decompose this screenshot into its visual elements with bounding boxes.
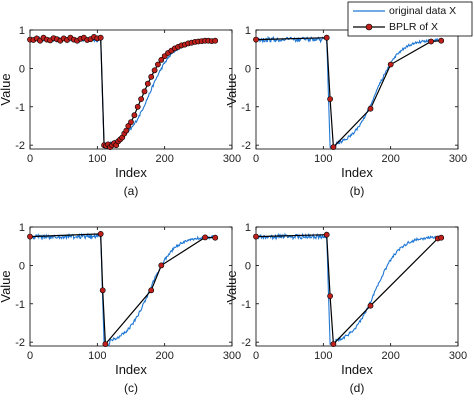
y-axis-label: Value [0, 270, 13, 302]
bplr-point [27, 233, 33, 240]
bplr-point [125, 123, 132, 129]
bplr-point [158, 262, 165, 269]
chart-panel-1: 0 100 200 300 -2 -1 0 1 Index Value (a) [0, 25, 241, 198]
bplr-point [327, 96, 333, 102]
chart-panel-3: 0 100 200 300 -2 -1 0 1 Index Value (c) [0, 222, 241, 395]
bplr-point [323, 231, 330, 238]
y-tick-label: 0 [245, 63, 251, 75]
series-line-bplr [30, 233, 216, 346]
y-tick-label: 1 [19, 222, 25, 234]
legend-marker-bplr [365, 23, 373, 31]
plot-area [255, 226, 459, 347]
x-tick-label: 100 [88, 350, 106, 362]
y-tick-label: -2 [15, 140, 25, 152]
bplr-point [131, 112, 138, 119]
series-line-bplr [256, 37, 442, 149]
y-tick-label: -2 [241, 337, 251, 349]
x-tick-label: 100 [88, 153, 106, 165]
bplr-point [151, 67, 158, 74]
x-tick-label: 200 [381, 350, 399, 362]
y-tick-label: 0 [245, 260, 251, 272]
bplr-point [102, 341, 109, 347]
y-tick-label: -1 [15, 102, 25, 114]
y-tick-label: 1 [245, 222, 251, 234]
plot-area [255, 29, 459, 150]
bplr-point [253, 36, 259, 43]
y-tick-label: -1 [241, 102, 251, 114]
x-tick-label: 0 [253, 350, 259, 362]
plot-area [29, 226, 233, 347]
bplr-point [148, 73, 155, 80]
x-axis-label: Index [115, 362, 147, 377]
bplr-point [134, 103, 141, 110]
x-axis-label: Index [341, 362, 373, 377]
x-tick-label: 300 [223, 350, 241, 362]
bplr-point [387, 61, 394, 68]
legend: original data X BPLR of X [347, 1, 473, 37]
x-tick-label: 200 [381, 153, 399, 165]
x-tick-label: 300 [449, 350, 467, 362]
x-tick-label: 100 [314, 153, 332, 165]
legend-label-original: original data X [389, 5, 456, 17]
x-tick-label: 0 [27, 153, 33, 165]
bplr-point [323, 34, 330, 41]
panel-caption: (c) [124, 381, 138, 395]
bplr-point [327, 293, 333, 299]
bplr-point [212, 234, 219, 241]
bplr-point [154, 61, 161, 68]
bplr-point [212, 37, 219, 44]
legend-label-bplr: BPLR of X [389, 21, 438, 33]
y-tick-label: 1 [245, 25, 251, 37]
x-tick-label: 200 [155, 153, 173, 165]
bplr-point [138, 96, 144, 102]
plot-area [29, 29, 233, 150]
x-tick-label: 300 [449, 153, 467, 165]
x-tick-label: 100 [314, 350, 332, 362]
y-tick-label: -2 [241, 140, 251, 152]
y-axis-label: Value [224, 73, 239, 105]
x-axis-label: Index [115, 165, 147, 180]
x-axis-label: Index [341, 165, 373, 180]
y-tick-label: 1 [19, 25, 25, 37]
bplr-point [367, 105, 374, 112]
y-tick-label: -1 [15, 299, 25, 311]
legend-box [347, 1, 473, 37]
y-axis-label: Value [224, 270, 239, 302]
panel-caption: (a) [124, 184, 139, 198]
bplr-point [97, 230, 104, 237]
y-tick-label: 0 [19, 260, 25, 272]
x-tick-label: 200 [155, 350, 173, 362]
bplr-point [144, 80, 151, 87]
bplr-point [97, 34, 104, 41]
x-tick-label: 0 [27, 350, 33, 362]
bplr-point [148, 287, 155, 294]
panel-caption: (d) [350, 381, 365, 395]
bplr-point [330, 341, 337, 347]
bplr-point [438, 234, 445, 241]
y-tick-label: 0 [19, 63, 25, 75]
bplr-point [99, 287, 106, 294]
y-tick-label: -2 [15, 337, 25, 349]
bplr-point [158, 57, 165, 63]
series-line-original [30, 232, 216, 346]
bplr-point [428, 38, 434, 45]
bplr-point [253, 233, 259, 240]
x-tick-label: 0 [253, 153, 259, 165]
y-tick-label: -1 [241, 299, 251, 311]
y-axis-label: Value [0, 73, 13, 105]
bplr-point [141, 88, 148, 95]
x-tick-label: 300 [223, 153, 241, 165]
bplr-point [128, 119, 134, 125]
bplr-point [367, 302, 374, 309]
bplr-point [202, 234, 208, 241]
bplr-point [330, 144, 337, 150]
panel-caption: (b) [350, 184, 365, 198]
bplr-point [438, 37, 445, 44]
series-line-original [256, 35, 442, 149]
